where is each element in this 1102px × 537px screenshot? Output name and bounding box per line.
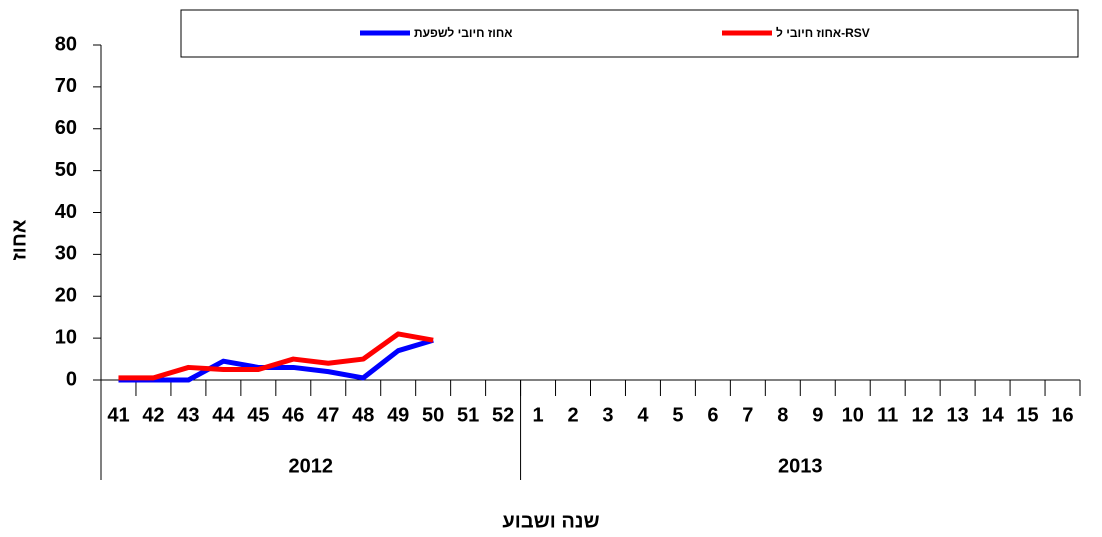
x-tick-label: 5 bbox=[672, 404, 683, 426]
y-tick-label: 80 bbox=[55, 33, 77, 55]
series-line bbox=[118, 337, 434, 383]
y-tick-label: 60 bbox=[55, 117, 77, 139]
y-tick-label: 50 bbox=[55, 159, 77, 181]
x-tick-label: 48 bbox=[352, 404, 374, 426]
x-tick-label: 45 bbox=[247, 404, 269, 426]
x-tick-label: 12 bbox=[912, 404, 934, 426]
group-label: 2012 bbox=[289, 455, 334, 477]
x-tick-label: 50 bbox=[422, 404, 444, 426]
x-tick-label: 44 bbox=[212, 404, 235, 426]
x-tick-label: 52 bbox=[492, 404, 514, 426]
x-tick-label: 10 bbox=[842, 404, 864, 426]
x-tick-label: 14 bbox=[981, 404, 1004, 426]
y-axis-title: אחוז bbox=[8, 219, 30, 260]
x-tick-label: 4 bbox=[637, 404, 649, 426]
x-tick-label: 1 bbox=[532, 404, 543, 426]
legend-label: אחוז חיובי ל-RSV bbox=[776, 26, 870, 40]
x-tick-label: 43 bbox=[177, 404, 199, 426]
y-tick-label: 30 bbox=[55, 243, 77, 265]
x-axis-title: שנה ושבוע bbox=[502, 510, 599, 532]
x-tick-label: 3 bbox=[602, 404, 613, 426]
legend-box bbox=[180, 9, 1079, 58]
y-tick-label: 0 bbox=[66, 368, 77, 390]
x-tick-label: 49 bbox=[387, 404, 409, 426]
x-tick-label: 41 bbox=[107, 404, 129, 426]
x-tick-label: 2 bbox=[567, 404, 578, 426]
x-tick-label: 9 bbox=[812, 404, 823, 426]
x-tick-label: 8 bbox=[777, 404, 788, 426]
x-tick-label: 42 bbox=[142, 404, 164, 426]
x-tick-label: 7 bbox=[742, 404, 753, 426]
y-tick-label: 10 bbox=[55, 326, 77, 348]
x-tick-label: 13 bbox=[947, 404, 969, 426]
group-label: 2013 bbox=[778, 455, 823, 477]
legend-label: אחוז חיובי לשפעת bbox=[414, 26, 512, 40]
x-tick-label: 16 bbox=[1051, 404, 1073, 426]
x-tick-label: 47 bbox=[317, 404, 339, 426]
y-tick-label: 40 bbox=[55, 201, 77, 223]
x-tick-label: 15 bbox=[1016, 404, 1038, 426]
y-tick-label: 70 bbox=[55, 75, 77, 97]
series-line bbox=[118, 331, 434, 381]
x-tick-label: 11 bbox=[877, 404, 898, 426]
x-tick-label: 6 bbox=[707, 404, 718, 426]
y-tick-label: 20 bbox=[55, 285, 77, 307]
x-tick-label: 46 bbox=[282, 404, 304, 426]
x-tick-label: 51 bbox=[457, 404, 479, 426]
